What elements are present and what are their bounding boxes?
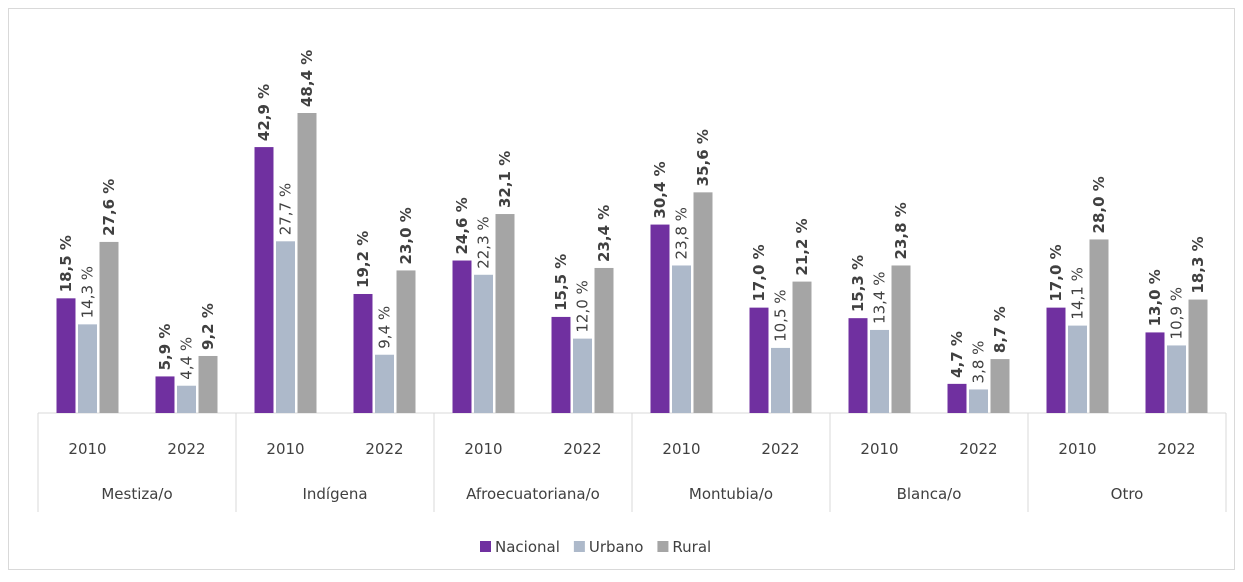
value-label: 19,2 % bbox=[354, 231, 372, 288]
value-label: 4,4 % bbox=[178, 337, 196, 380]
bar bbox=[99, 241, 119, 413]
value-label: 14,1 % bbox=[1069, 267, 1087, 319]
value-label: 27,7 % bbox=[277, 183, 295, 235]
group-label: Montubia/o bbox=[689, 485, 773, 503]
value-label: 17,0 % bbox=[750, 244, 768, 301]
value-label: 22,3 % bbox=[475, 216, 493, 268]
bar bbox=[495, 214, 515, 413]
bar bbox=[771, 347, 790, 413]
bar bbox=[573, 338, 592, 413]
x-tick-label: 2022 bbox=[167, 440, 205, 458]
bar bbox=[353, 293, 373, 413]
value-label: 3,8 % bbox=[970, 341, 988, 384]
value-label: 35,6 % bbox=[694, 129, 712, 186]
value-label: 14,3 % bbox=[79, 266, 97, 318]
bar bbox=[396, 270, 416, 413]
bar bbox=[969, 389, 988, 413]
value-label: 9,2 % bbox=[199, 303, 217, 350]
bar bbox=[749, 307, 769, 413]
bar bbox=[650, 224, 670, 413]
x-tick-label: 2010 bbox=[662, 440, 700, 458]
bar bbox=[78, 324, 97, 413]
x-tick-label: 2022 bbox=[959, 440, 997, 458]
x-tick-label: 2010 bbox=[1058, 440, 1096, 458]
group-label: Afroecuatoriana/o bbox=[466, 485, 600, 503]
bar bbox=[1046, 307, 1066, 413]
legend-swatch bbox=[480, 541, 491, 552]
bar bbox=[848, 318, 868, 413]
value-label: 24,6 % bbox=[453, 197, 471, 254]
bar bbox=[891, 265, 911, 413]
bar bbox=[254, 147, 274, 413]
value-label: 18,5 % bbox=[57, 235, 75, 292]
value-label: 23,4 % bbox=[595, 205, 613, 262]
value-label: 12,0 % bbox=[574, 280, 592, 332]
legend-label: Urbano bbox=[589, 538, 644, 556]
value-label: 9,4 % bbox=[376, 306, 394, 349]
legend-swatch bbox=[657, 541, 669, 552]
bar bbox=[1188, 299, 1208, 413]
bar bbox=[177, 385, 196, 413]
bar bbox=[870, 329, 889, 413]
value-label: 23,8 % bbox=[673, 207, 691, 259]
chart-border bbox=[8, 8, 1235, 570]
bar bbox=[990, 359, 1010, 413]
bar bbox=[474, 274, 493, 413]
group-label: Otro bbox=[1111, 485, 1144, 503]
value-label: 15,3 % bbox=[849, 255, 867, 312]
bar bbox=[452, 260, 472, 413]
x-tick-label: 2010 bbox=[68, 440, 106, 458]
x-tick-label: 2022 bbox=[1157, 440, 1195, 458]
value-label: 18,3 % bbox=[1189, 236, 1207, 293]
value-label: 13,4 % bbox=[871, 272, 889, 324]
group-label: Mestiza/o bbox=[101, 485, 172, 503]
bar bbox=[594, 267, 614, 413]
value-label: 17,0 % bbox=[1047, 244, 1065, 301]
legend-swatch bbox=[573, 541, 585, 552]
value-label: 21,2 % bbox=[793, 218, 811, 275]
bar bbox=[672, 265, 691, 413]
value-label: 8,7 % bbox=[991, 306, 1009, 353]
group-label: Indígena bbox=[302, 485, 367, 503]
value-label: 4,7 % bbox=[948, 331, 966, 378]
x-tick-label: 2022 bbox=[563, 440, 601, 458]
x-tick-label: 2022 bbox=[761, 440, 799, 458]
legend-label: Rural bbox=[672, 538, 711, 556]
x-tick-label: 2010 bbox=[266, 440, 304, 458]
value-label: 5,9 % bbox=[156, 324, 174, 371]
value-label: 48,4 % bbox=[298, 50, 316, 107]
bar bbox=[1167, 345, 1186, 413]
value-label: 30,4 % bbox=[651, 161, 669, 218]
value-label: 28,0 % bbox=[1090, 176, 1108, 233]
value-label: 10,5 % bbox=[772, 289, 790, 341]
bar bbox=[947, 383, 967, 413]
x-tick-label: 2022 bbox=[365, 440, 403, 458]
bar bbox=[375, 354, 394, 413]
bar bbox=[1068, 325, 1087, 413]
value-label: 32,1 % bbox=[496, 151, 514, 208]
value-label: 10,9 % bbox=[1168, 287, 1186, 339]
value-label: 27,6 % bbox=[100, 179, 118, 236]
value-label: 23,8 % bbox=[892, 202, 910, 259]
bar bbox=[551, 316, 571, 413]
bar bbox=[693, 192, 713, 413]
bar bbox=[1145, 332, 1165, 413]
bar bbox=[56, 298, 76, 413]
legend-label: Nacional bbox=[495, 538, 560, 556]
bar bbox=[198, 355, 218, 413]
bar bbox=[297, 113, 317, 413]
value-label: 42,9 % bbox=[255, 84, 273, 141]
value-label: 15,5 % bbox=[552, 254, 570, 311]
x-tick-label: 2010 bbox=[464, 440, 502, 458]
group-label: Blanca/o bbox=[897, 485, 962, 503]
bar bbox=[1089, 239, 1109, 413]
bar bbox=[792, 281, 812, 413]
value-label: 23,0 % bbox=[397, 207, 415, 264]
bar bbox=[155, 376, 175, 413]
value-label: 13,0 % bbox=[1146, 269, 1164, 326]
x-tick-label: 2010 bbox=[860, 440, 898, 458]
bar bbox=[276, 241, 295, 413]
